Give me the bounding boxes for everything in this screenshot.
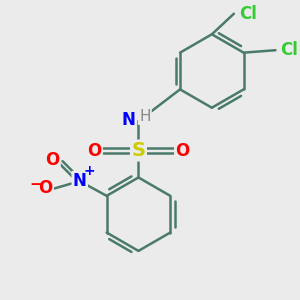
Text: Cl: Cl	[238, 5, 256, 23]
Text: −: −	[29, 177, 42, 192]
Text: Cl: Cl	[280, 41, 298, 59]
Text: O: O	[87, 142, 101, 160]
Text: N: N	[122, 111, 136, 129]
Text: O: O	[38, 179, 52, 197]
Text: O: O	[45, 151, 59, 169]
Text: O: O	[176, 142, 190, 160]
Text: +: +	[84, 164, 95, 178]
Text: S: S	[131, 141, 146, 160]
Text: H: H	[139, 109, 151, 124]
Text: N: N	[73, 172, 87, 190]
